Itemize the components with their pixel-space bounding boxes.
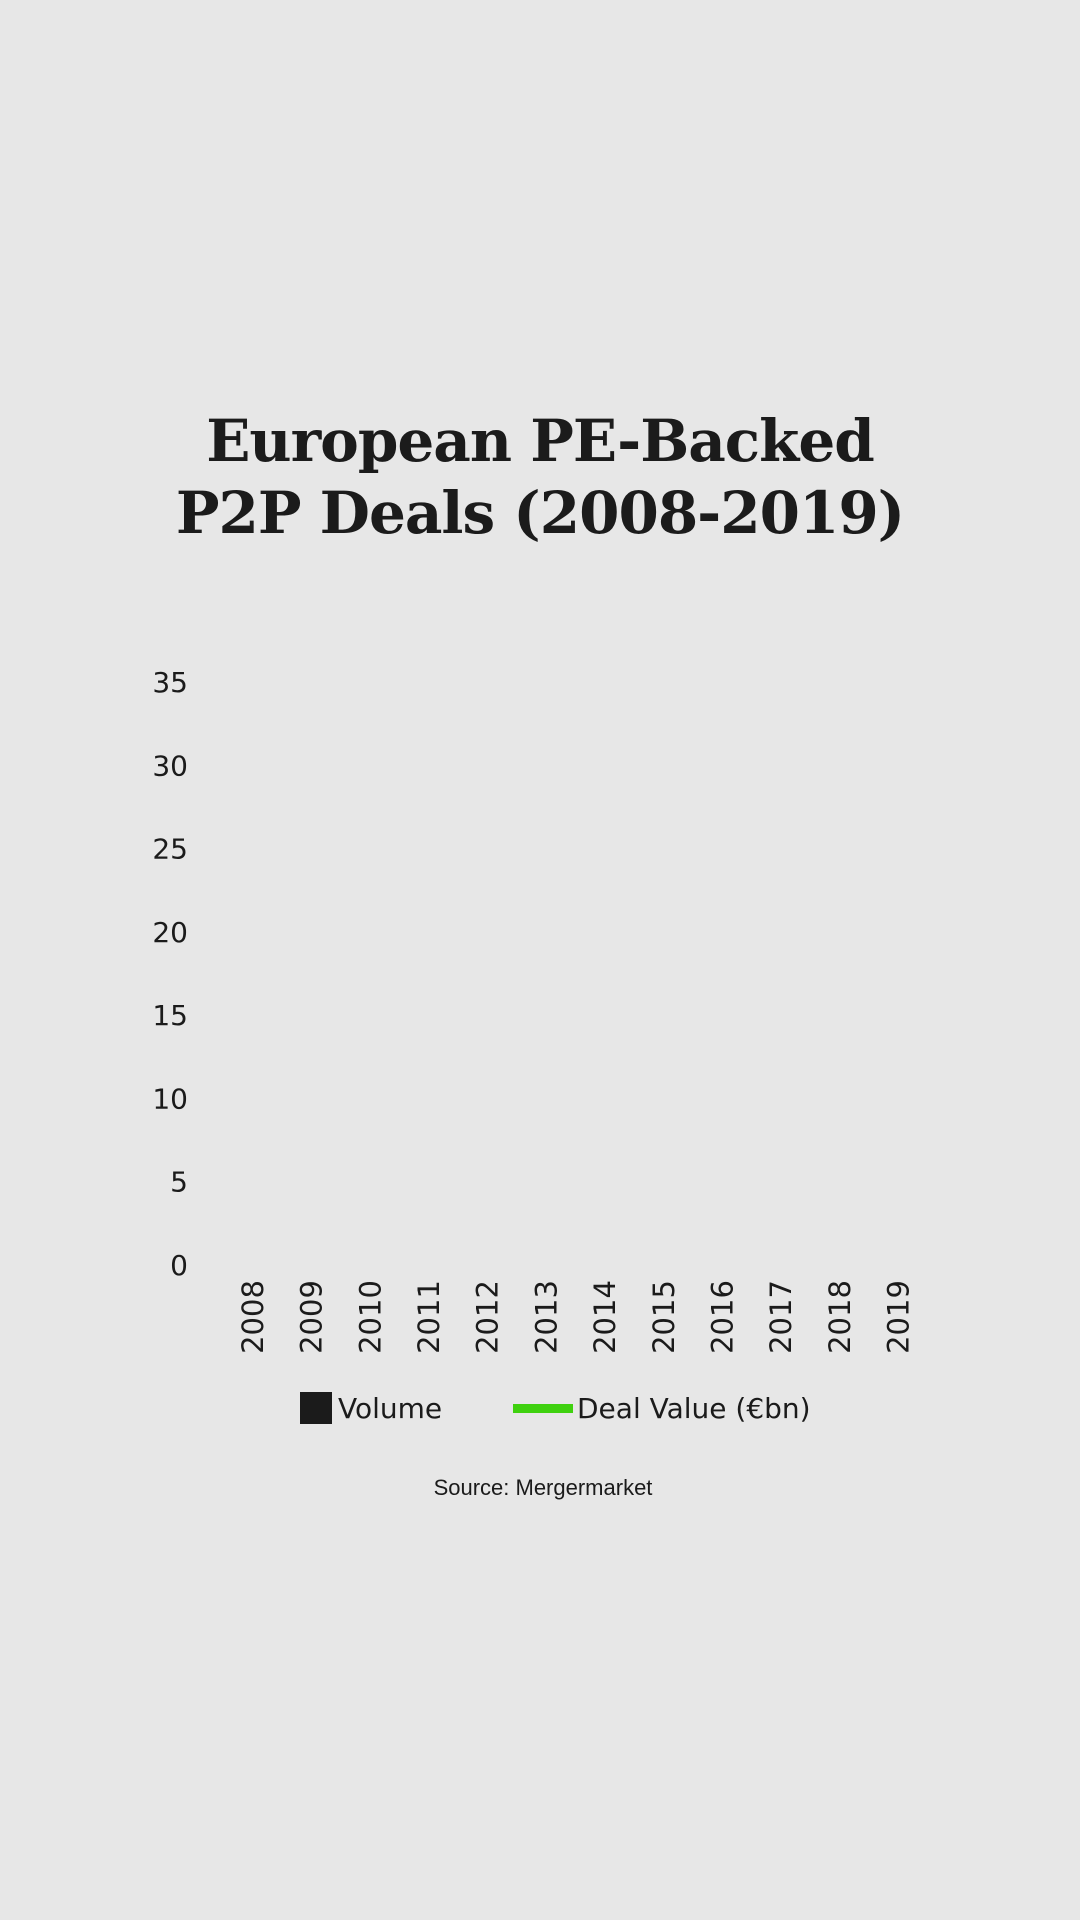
x-tick-label: 2009 [295,1280,329,1354]
legend-swatch-volume [300,1392,332,1424]
legend-swatch-deal-value [513,1403,573,1413]
y-tick-label: 20 [152,916,188,949]
y-tick-label: 25 [152,833,188,866]
x-tick-label: 2013 [529,1280,563,1354]
x-tick-label: 2015 [647,1280,681,1354]
x-tick-label: 2011 [412,1280,446,1354]
legend-item-deal-value: Deal Value (€bn) [513,1388,811,1428]
source-note: Source: Mergermarket [433,1475,653,1500]
y-tick-label: 5 [170,1166,188,1199]
chart-title-line-2: P2P Deals (2008-2019) [175,479,905,547]
x-axis: 2008 2009 2010 2011 2012 2013 2014 2015 2016 2017… [236,1280,916,1354]
legend: Volume Deal Value (€bn) [0,1388,1080,1428]
x-tick-label: 2019 [882,1280,916,1354]
x-tick-label: 2018 [823,1280,857,1354]
y-tick-label: 10 [152,1082,188,1115]
x-tick-label: 2012 [471,1280,505,1354]
legend-label-volume: Volume [338,1391,443,1425]
y-tick-label: 0 [170,1249,188,1282]
y-tick-label: 15 [152,999,188,1032]
legend-item-volume: Volume [300,1388,442,1428]
x-tick-label: 2016 [705,1280,739,1354]
x-tick-label: 2008 [236,1280,270,1354]
chart-title: European PE-Backed P2P Deals (2008-2019) [90,405,990,549]
y-tick-label: 35 [152,666,188,699]
legend-label-deal-value: Deal Value (€bn) [577,1391,811,1425]
x-tick-label: 2017 [764,1280,798,1354]
y-tick-label: 30 [152,749,188,782]
y-axis: 0 5 10 15 20 25 30 35 [152,666,188,1282]
x-tick-label: 2010 [353,1280,387,1354]
x-tick-label: 2014 [588,1280,622,1354]
chart-title-line-1: European PE-Backed [206,407,875,475]
